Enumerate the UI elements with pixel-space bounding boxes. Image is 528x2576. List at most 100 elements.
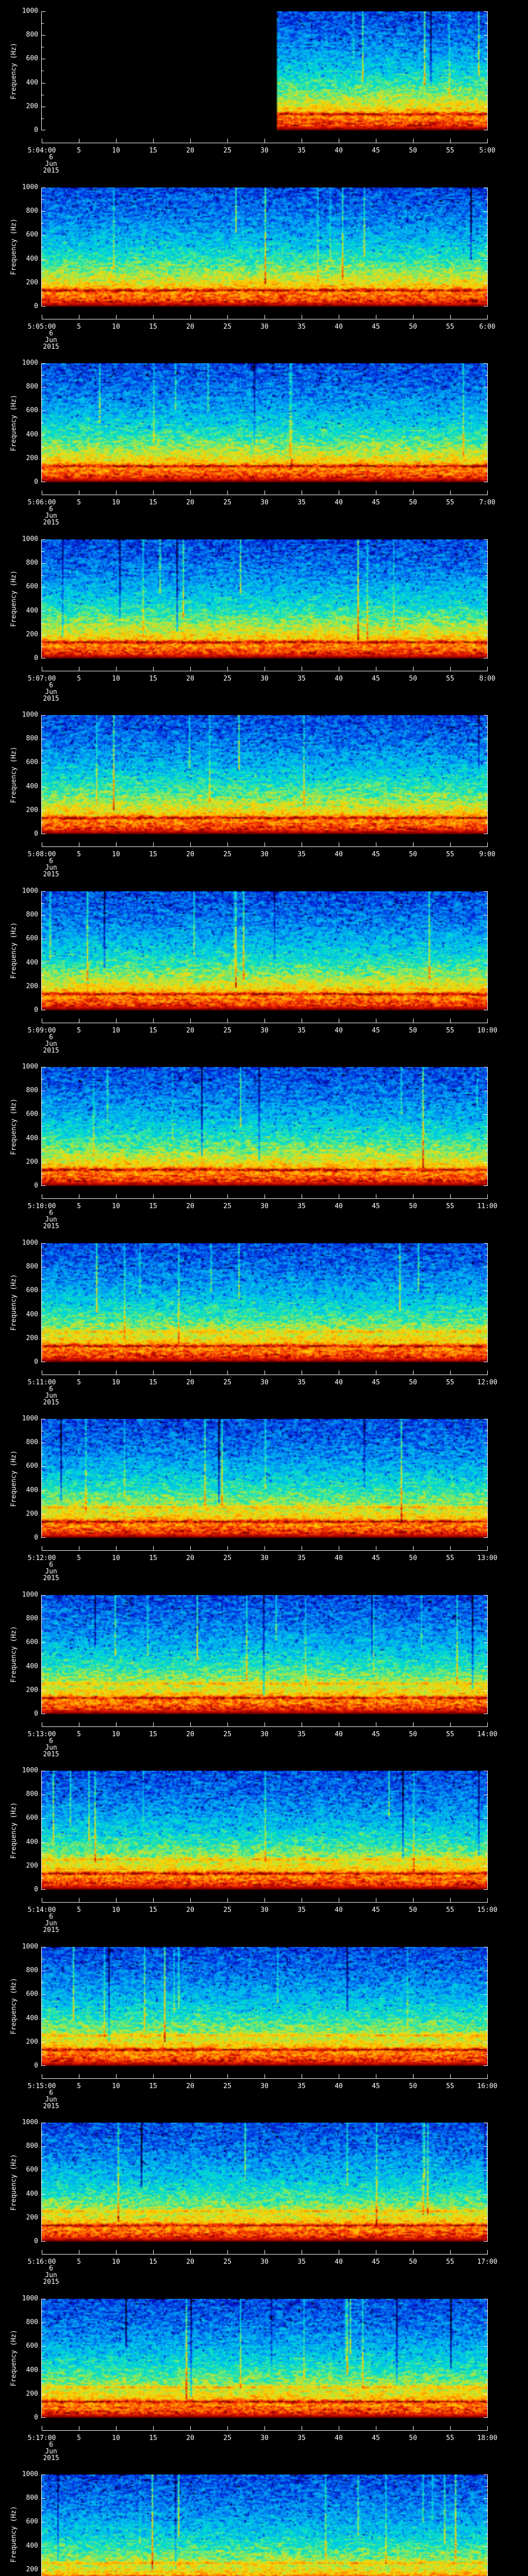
x-axis-tick (487, 1194, 488, 1198)
date-line: 6 (49, 2265, 53, 2273)
spectrogram-image (42, 2475, 487, 2576)
x-tick-label: 20 (186, 2082, 194, 2090)
y-axis-line-right (487, 1419, 488, 1538)
x-tick-label: 10 (112, 1730, 120, 1738)
x-axis-tick (227, 2074, 228, 2078)
y-axis-line-right (487, 1595, 488, 1714)
x-tick-label: 50 (409, 1906, 417, 1914)
x-axis-tick (413, 2250, 414, 2254)
y-tick-label: 200 (26, 1510, 38, 1518)
x-tick-label: 50 (409, 2082, 417, 2090)
x-axis-tick (413, 1898, 414, 1902)
y-tick-label: 800 (26, 31, 38, 39)
x-tick-label: 15 (149, 323, 157, 331)
y-axis-line-right (487, 1067, 488, 1186)
x-axis-tick (153, 842, 154, 846)
y-axis-title: Frequency (Hz) (10, 1450, 18, 1507)
x-tick-label: 25 (223, 1202, 232, 1210)
y-axis-line (41, 1243, 42, 1362)
y-tick-label: 0 (34, 654, 38, 662)
y-axis-minor-tick (485, 422, 487, 423)
x-tick-label: 45 (372, 1554, 380, 1562)
date-line: 2015 (43, 2278, 59, 2286)
x-axis-tick (190, 666, 191, 671)
y-tick-label: 800 (26, 2318, 38, 2326)
y-axis-tick (484, 306, 487, 307)
start-time-label: 5:15:00 (27, 2082, 56, 2090)
x-tick-label: 40 (335, 1554, 343, 1562)
y-tick-label: 600 (26, 1814, 38, 1822)
y-axis-title: Frequency (Hz) (10, 1978, 18, 2035)
date-line: Jun (45, 336, 57, 344)
y-tick-label: 200 (26, 2566, 38, 2573)
x-tick-label: 30 (260, 851, 269, 858)
y-axis-tick (42, 1185, 45, 1186)
x-tick-label: 25 (223, 1378, 232, 1386)
x-axis-tick (450, 2426, 451, 2430)
x-axis-line (42, 1726, 488, 1727)
y-tick-label: 400 (26, 1310, 38, 1318)
x-tick-label: 10 (112, 1378, 120, 1386)
spectrogram-image (42, 1243, 487, 1362)
y-tick-label: 400 (26, 1838, 38, 1846)
y-axis-tick (484, 611, 487, 612)
spectrogram-image (42, 187, 487, 307)
y-tick-label: 400 (26, 1662, 38, 1670)
x-tick-label: 15 (149, 2258, 157, 2266)
y-axis-line-right (487, 891, 488, 1010)
spectrogram-panel: Frequency (Hz) 1000 800 600 400 200 0 5:13:00 5 1… (0, 1591, 528, 1771)
x-tick-label: 35 (298, 2258, 306, 2266)
x-tick-label: 5 (77, 323, 81, 331)
end-time-label: 10:00 (477, 1026, 498, 1035)
x-axis-tick (227, 1194, 228, 1198)
x-axis-tick (413, 1018, 414, 1023)
x-tick-label: 35 (298, 323, 306, 331)
y-tick-label: 0 (34, 126, 38, 134)
date-line: Jun (45, 1216, 57, 1224)
x-tick-label: 45 (372, 323, 380, 331)
x-tick-label: 5 (77, 1026, 81, 1035)
y-tick-label: 600 (26, 1990, 38, 1998)
y-axis-minor-tick (42, 375, 44, 376)
y-tick-label: 200 (26, 2038, 38, 2046)
y-axis-minor-tick (485, 1350, 487, 1351)
y-axis-tick (484, 1889, 487, 1890)
y-axis-tick (42, 1595, 45, 1596)
x-tick-label: 50 (409, 674, 417, 683)
y-axis-line-right (487, 539, 488, 658)
y-axis-tick (484, 11, 487, 12)
x-tick-label: 30 (260, 1730, 269, 1738)
x-tick-label: 15 (149, 1378, 157, 1386)
y-tick-label: 400 (26, 606, 38, 615)
x-tick-label: 30 (260, 1378, 269, 1386)
y-axis-tick (484, 2065, 487, 2066)
x-tick-label: 5 (77, 1202, 81, 1210)
x-axis-tick (227, 2250, 228, 2254)
x-axis-tick (153, 666, 154, 671)
x-tick-label: 25 (223, 1026, 232, 1035)
y-axis-tick (484, 539, 487, 540)
y-axis-tick (42, 211, 45, 212)
y-axis-tick (484, 563, 487, 564)
y-axis-tick (484, 1490, 487, 1491)
x-tick-label: 25 (223, 1730, 232, 1738)
y-tick-label: 400 (26, 783, 38, 790)
y-tick-label: 600 (26, 1638, 38, 1646)
y-axis-tick (42, 2042, 45, 2043)
y-axis-line (41, 1419, 42, 1538)
y-axis-line (41, 363, 42, 482)
y-axis-minor-tick (42, 1350, 44, 1351)
x-tick-label: 30 (260, 323, 269, 331)
y-tick-label: 0 (34, 1006, 38, 1014)
y-axis-minor-tick (42, 2358, 44, 2359)
y-tick-label: 600 (26, 230, 38, 239)
x-axis-tick (190, 1370, 191, 1375)
x-axis-tick (450, 314, 451, 319)
x-tick-label: 40 (335, 851, 343, 858)
y-axis-minor-tick (485, 1302, 487, 1303)
y-tick-label: 0 (34, 1886, 38, 1893)
x-tick-label: 50 (409, 1202, 417, 1210)
y-axis-tick (42, 914, 45, 916)
x-axis-tick (116, 490, 117, 495)
x-tick-label: 40 (335, 1906, 343, 1914)
